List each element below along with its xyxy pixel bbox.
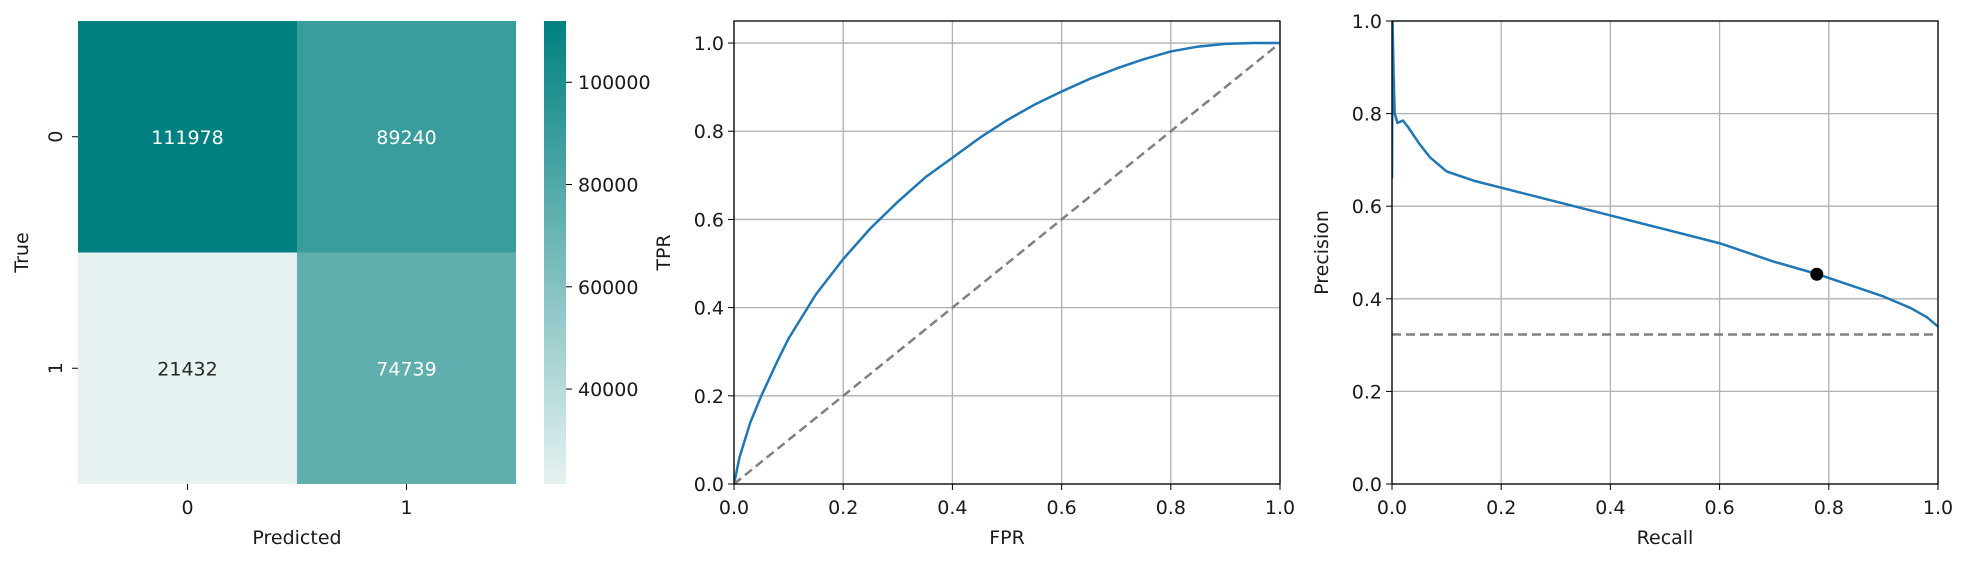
y-tick-label: 0.8: [1352, 104, 1382, 126]
heatmap-cell: [78, 252, 297, 484]
y-tick-label: 1: [45, 362, 67, 374]
x-tick-label: 0.8: [1156, 497, 1186, 519]
x-axis-label: FPR: [989, 527, 1025, 549]
x-tick-label: 0.2: [828, 497, 858, 519]
y-tick-label: 0.0: [1352, 474, 1382, 496]
plot-frame: [733, 20, 1281, 485]
y-tick-label: 0.0: [694, 474, 724, 496]
x-tick-label: 0.4: [937, 497, 967, 519]
y-tick-label: 0.2: [694, 386, 724, 408]
heatmap-cell: [297, 252, 516, 484]
colorbar-tick-label: 40000: [578, 379, 638, 401]
colorbar-bar: [544, 21, 566, 484]
y-tick-label: 0.4: [694, 298, 724, 320]
plot-frame: [1391, 20, 1939, 485]
y-axis-label: TPR: [653, 234, 675, 271]
y-tick-label: 1.0: [694, 33, 724, 55]
x-axis-label: Recall: [1637, 527, 1694, 549]
x-tick-label: 1: [400, 497, 412, 519]
y-axis-label: Precision: [1311, 210, 1333, 295]
y-tick-label: 1.0: [1352, 11, 1382, 33]
precision-recall-plot: 0.0 0.2 0.4 0.6 0.8 1.0 0.0 0.2 0.4 0.6 0.8 1.0 Reca…: [1311, 11, 1953, 549]
x-tick-label: 0: [181, 497, 193, 519]
y-axis-label: True: [11, 232, 33, 273]
curve-line: [1392, 21, 1938, 328]
heatmap-cell-value: 89240: [376, 127, 436, 149]
heatmap-cell-value: 21432: [157, 358, 217, 380]
heatmap-cell-value: 111978: [151, 127, 224, 149]
colorbar-tick-label: 100000: [578, 72, 651, 94]
x-tick-label: 0.0: [719, 497, 749, 519]
x-tick-label: 0.4: [1595, 497, 1625, 519]
operating-point-marker: [1810, 267, 1824, 281]
y-tick-label: 0.4: [1352, 289, 1382, 311]
y-tick-label: 0: [45, 131, 67, 143]
heatmap-cell: [297, 21, 516, 253]
x-tick-label: 1.0: [1265, 497, 1295, 519]
heatmap-cell-value: 74739: [376, 358, 436, 380]
x-tick-label: 0.2: [1486, 497, 1516, 519]
x-tick-label: 1.0: [1923, 497, 1953, 519]
heatmap-cell: [78, 21, 297, 253]
y-tick-label: 0.2: [1352, 381, 1382, 403]
x-tick-label: 0.6: [1704, 497, 1734, 519]
x-tick-label: 0.6: [1046, 497, 1076, 519]
colorbar-tick-label: 80000: [578, 175, 638, 197]
confusion-matrix-heatmap: 111978 89240 21432 74739 0 1 0 1 Predicted True: [11, 21, 516, 549]
y-tick-label: 0.8: [694, 121, 724, 143]
colorbar-tick-label: 60000: [578, 277, 638, 299]
series-group: [734, 41, 1280, 484]
curve-line: [734, 41, 1280, 484]
y-tick-label: 0.6: [1352, 196, 1382, 218]
x-tick-label: 0.8: [1814, 497, 1844, 519]
baseline-dashed-line: [734, 42, 1280, 484]
y-tick-label: 0.6: [694, 209, 724, 231]
heatmap-colorbar: 40000 60000 80000 100000: [544, 21, 651, 484]
x-axis-label: Predicted: [252, 527, 341, 549]
x-tick-label: 0.0: [1377, 497, 1407, 519]
series-group: [1392, 21, 1938, 336]
roc-curve-plot: 0.0 0.2 0.4 0.6 0.8 1.0 0.0 0.2 0.4 0.6 0.8 1.0 FPR T…: [653, 20, 1295, 549]
